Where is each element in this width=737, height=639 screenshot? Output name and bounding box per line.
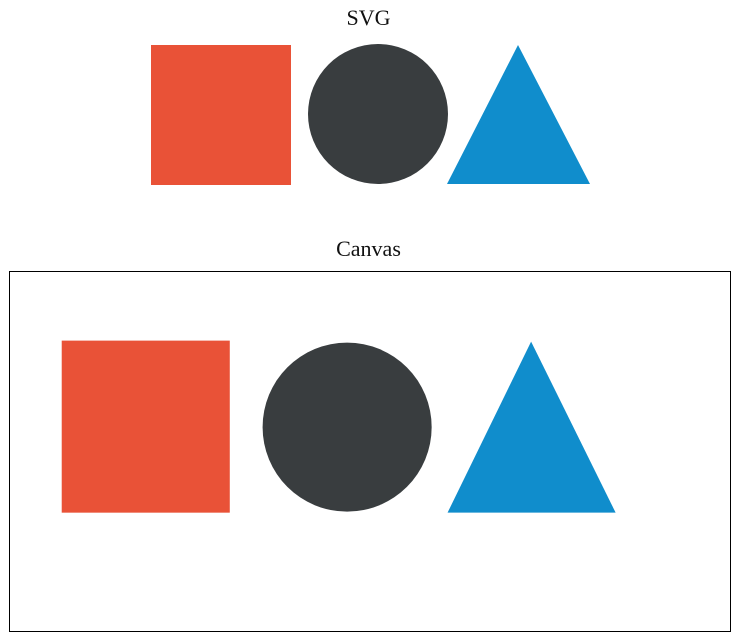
canvas-circle-shape bbox=[262, 342, 432, 512]
svg-circle-shape bbox=[308, 44, 448, 184]
canvas-drawing bbox=[9, 271, 731, 632]
canvas-triangle-shape bbox=[447, 341, 616, 513]
canvas-section-heading: Canvas bbox=[336, 236, 401, 261]
svg-square-shape bbox=[151, 45, 291, 185]
svg-drawing bbox=[151, 44, 590, 185]
svg-section-heading: SVG bbox=[346, 5, 391, 30]
svg-triangle-shape bbox=[447, 45, 590, 184]
canvas-square-shape bbox=[61, 340, 230, 513]
